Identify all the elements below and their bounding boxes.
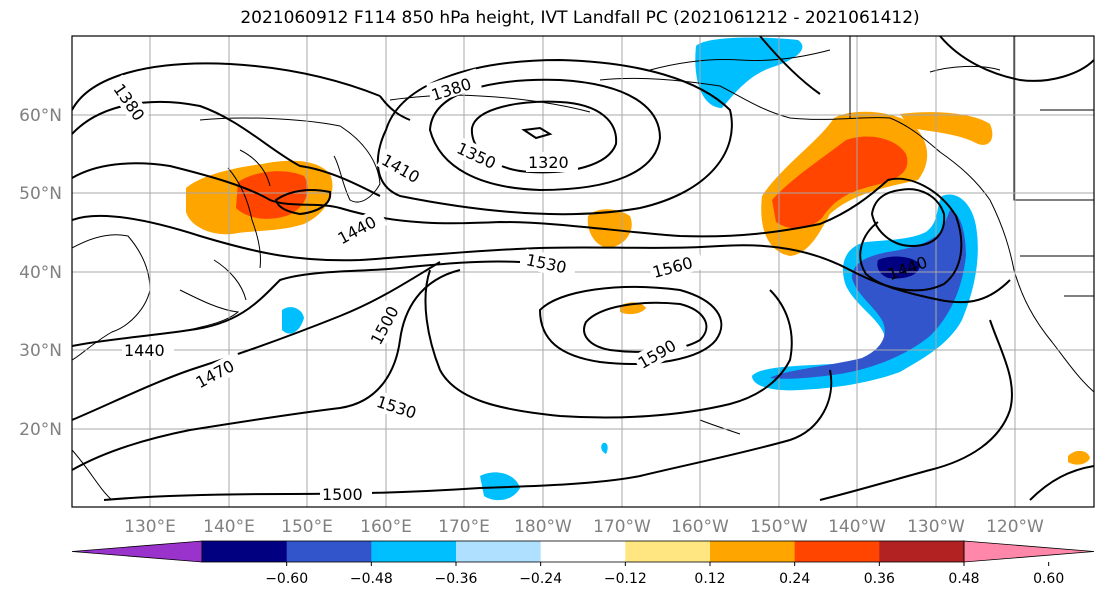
map-panel: 1380 1380 1350 1320 1410 1440 1440 1440 … xyxy=(72,36,1094,507)
colorbar-tick-label: 0.36 xyxy=(864,571,895,587)
colorbar-segment xyxy=(286,541,372,562)
lon-label-150w: 150°W xyxy=(750,517,808,537)
colorbar-tick-label: −0.60 xyxy=(265,571,308,587)
lon-label-150e: 150°E xyxy=(281,517,333,537)
lon-label-140e: 140°E xyxy=(203,517,255,537)
colorbar-tick-label: 0.24 xyxy=(779,571,810,587)
lat-label-50n: 50°N xyxy=(19,184,62,204)
contour-label-1320: 1320 xyxy=(528,153,569,172)
colorbar-lower-extension xyxy=(71,540,203,563)
colorbar-segment xyxy=(371,541,457,562)
colorbar-segment xyxy=(540,541,626,562)
colorbar-segment xyxy=(794,541,880,562)
map-frame xyxy=(71,35,1095,508)
colorbar-tick-label: 0.60 xyxy=(1033,571,1064,587)
lat-label-20n: 20°N xyxy=(19,420,62,440)
colorbar-upper-extension xyxy=(963,540,1095,563)
contour-label-1440-west: 1440 xyxy=(124,341,165,360)
colorbar-segment xyxy=(456,541,542,562)
lon-label-160w: 160°W xyxy=(671,517,729,537)
contour-label-1500-south: 1500 xyxy=(322,485,363,504)
lon-label-140w: 140°W xyxy=(828,517,886,537)
coastlines xyxy=(72,36,1094,501)
lon-label-170e: 170°E xyxy=(438,517,490,537)
lon-label-170w: 170°W xyxy=(593,517,651,537)
ivt-negative-shading xyxy=(282,37,978,501)
longitude-labels: 130°E 140°E 150°E 160°E 170°E 180°W 170°… xyxy=(124,517,1044,537)
colorbar: −0.60 −0.48 −0.36 −0.24 −0.12 0.12 0.24 0.36 0.4… xyxy=(71,540,1095,587)
lat-label-60n: 60°N xyxy=(19,106,62,126)
lon-label-130e: 130°E xyxy=(124,517,176,537)
colorbar-segment xyxy=(202,541,288,562)
colorbar-tick-label: 0.48 xyxy=(948,571,979,587)
latitude-labels: 60°N 50°N 40°N 30°N 20°N xyxy=(19,106,62,440)
colorbar-tick-label: −0.48 xyxy=(350,571,393,587)
colorbar-tick-label: −0.36 xyxy=(435,571,478,587)
lon-label-180w: 180°W xyxy=(514,517,572,537)
ivt-positive-shading xyxy=(186,111,1090,465)
map-title: 2021060912 F114 850 hPa height, IVT Land… xyxy=(240,8,920,28)
lon-label-130w: 130°W xyxy=(907,517,965,537)
height-contours xyxy=(72,36,1094,501)
colorbar-tick-label: −0.24 xyxy=(519,571,562,587)
colorbar-tick-label: 0.12 xyxy=(694,571,725,587)
lon-label-160e: 160°E xyxy=(360,517,412,537)
colorbar-frame xyxy=(201,540,965,563)
lon-label-120w: 120°W xyxy=(986,517,1044,537)
lat-label-30n: 30°N xyxy=(19,341,62,361)
colorbar-segment xyxy=(879,541,965,562)
colorbar-segment xyxy=(710,541,796,562)
lat-label-40n: 40°N xyxy=(19,263,62,283)
colorbar-tick-label: −0.12 xyxy=(604,571,647,587)
colorbar-segment xyxy=(625,541,711,562)
